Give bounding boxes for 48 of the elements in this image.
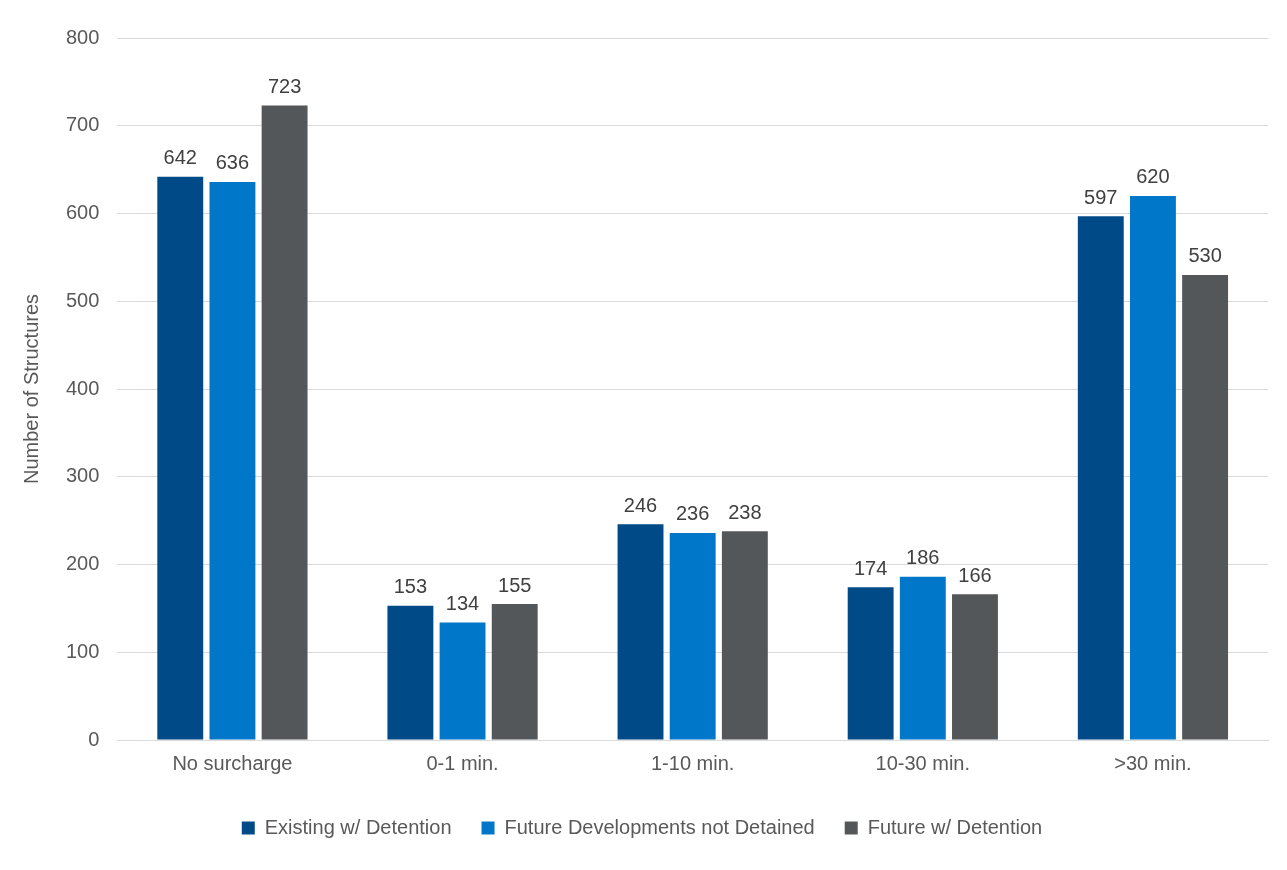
x-tick-label: >30 min. — [1114, 751, 1192, 774]
y-tick-label: 500 — [65, 288, 100, 311]
y-tick-label: 200 — [65, 552, 100, 575]
y-tick-label: 700 — [65, 113, 100, 136]
bar — [617, 524, 664, 740]
bar — [387, 605, 434, 740]
data-label: 236 — [676, 502, 710, 525]
bar — [1129, 195, 1176, 740]
data-label: 620 — [1136, 165, 1170, 188]
data-label: 636 — [215, 151, 250, 174]
y-tick-label: 600 — [65, 201, 100, 224]
data-label: 174 — [853, 556, 888, 579]
data-label: 166 — [958, 563, 992, 586]
bar — [721, 531, 768, 740]
data-label: 246 — [623, 493, 658, 516]
x-tick-label: No surcharge — [172, 751, 293, 774]
bar — [439, 622, 486, 740]
bar — [952, 594, 998, 740]
x-tick-label: 0-1 min. — [426, 751, 499, 774]
bar — [899, 576, 946, 740]
data-label: 134 — [445, 591, 480, 614]
y-axis-title: Number of Structures — [19, 293, 42, 485]
x-tick-label: 1-10 min. — [651, 751, 735, 774]
data-label: 186 — [906, 546, 940, 569]
bar — [669, 532, 716, 740]
y-tick-label: 0 — [88, 727, 100, 750]
y-tick-label: 400 — [65, 376, 100, 399]
bar — [847, 587, 894, 740]
data-label: 238 — [728, 500, 762, 523]
data-label: 642 — [163, 146, 197, 169]
bar — [491, 603, 538, 740]
legend-label: Future Developments not Detained — [504, 815, 815, 838]
data-label: 723 — [267, 75, 302, 98]
x-tick-label: 10-30 min. — [875, 751, 971, 774]
data-label: 530 — [1188, 244, 1222, 267]
data-label: 155 — [498, 573, 532, 596]
bar — [157, 176, 204, 740]
bar — [1182, 274, 1229, 740]
y-tick-label: 800 — [65, 25, 100, 48]
data-label: 153 — [393, 575, 428, 598]
y-tick-label: 300 — [65, 464, 100, 487]
legend-label: Future w/ Detention — [867, 815, 1043, 838]
legend-label: Existing w/ Detention — [264, 815, 452, 838]
bar — [1077, 216, 1124, 740]
y-tick-label: 100 — [65, 639, 100, 662]
bar — [261, 105, 308, 740]
data-label: 597 — [1084, 185, 1118, 208]
bar — [209, 181, 256, 740]
